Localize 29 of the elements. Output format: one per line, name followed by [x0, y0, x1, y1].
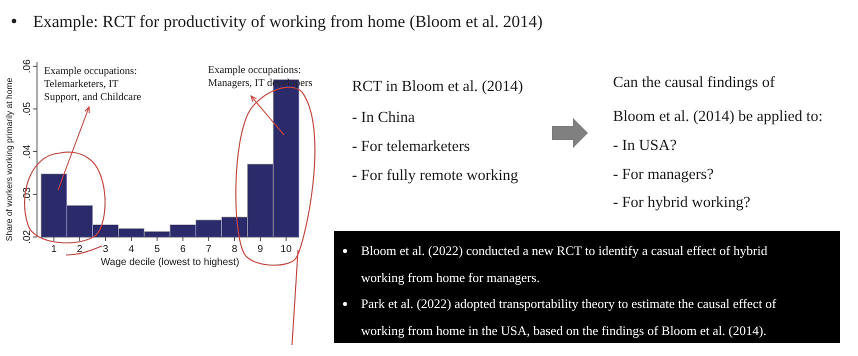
text: - For fully remote working	[352, 167, 518, 184]
x-tick-label: 2	[76, 244, 83, 255]
x-tick-label: 5	[154, 244, 160, 255]
x-tick-label: 8	[232, 244, 238, 255]
text: - For hybrid working?	[613, 194, 750, 211]
text: Park et al. (2022) adopted transportability theory to estimate the causal effect of working from home in the USA, based on the findings of Bloom et al. (2014).	[361, 296, 777, 338]
chart-title: Example: RCT for productivity of working from home (Bloom et al. 2014)	[33, 12, 543, 31]
text: Bloom et al. (2022) conducted a new RCT to identify a casual effect of hybrid working from home for managers.	[361, 243, 768, 285]
text: RCT in Bloom et al. (2014)	[352, 78, 524, 95]
x-tick-label: 9	[258, 244, 264, 255]
x-tick-label: 10	[280, 244, 292, 255]
text: Can the causal findings of	[613, 74, 776, 91]
x-tick-label: 1	[51, 244, 58, 255]
text: - For managers?	[613, 166, 714, 183]
y-axis-title: Share of workers working primarily at home	[4, 78, 14, 242]
x-axis-title: Wage decile (lowest to highest)	[100, 257, 240, 268]
text: - For telemarketers	[352, 138, 470, 155]
x-tick-label: 4	[128, 244, 135, 255]
y-tick-label: .06	[22, 58, 33, 74]
x-tick-label: 6	[180, 244, 186, 255]
x-tick-label: 7	[206, 244, 212, 255]
text: - In China	[352, 109, 415, 126]
text: - In USA?	[613, 137, 677, 154]
text: Bloom et al. (2014) be applied to:	[613, 108, 823, 125]
y-tick-label: .04	[22, 144, 33, 159]
y-tick-label: .05	[22, 102, 33, 116]
x-tick-label: 3	[102, 244, 109, 255]
annotation: Example occupations: Telemarketers, IT Support, and Childcare	[44, 66, 142, 103]
y-tick-label: .02	[22, 230, 33, 244]
